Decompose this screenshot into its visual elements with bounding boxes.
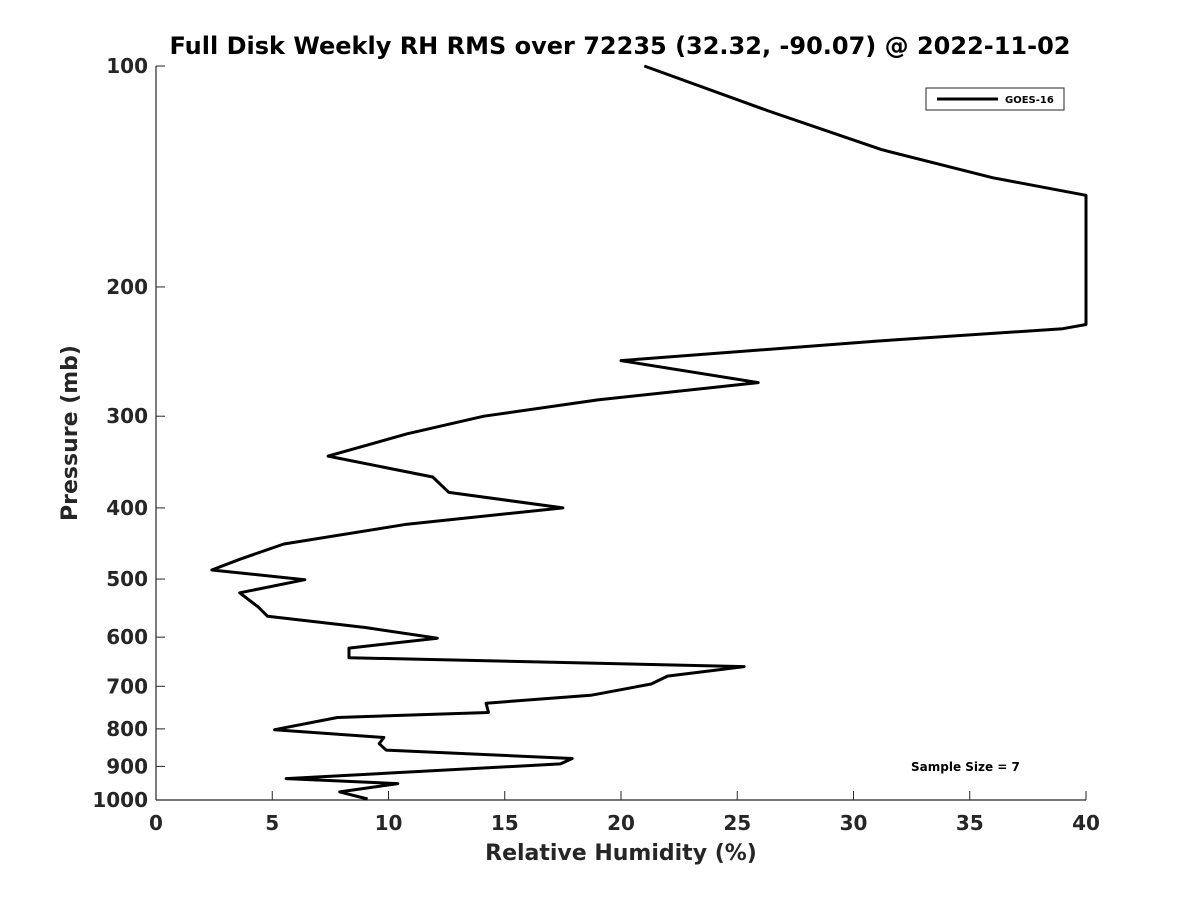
x-tick-label: 10 <box>375 811 403 835</box>
y-tick-label: 600 <box>106 625 148 649</box>
legend-label-goes-16: GOES-16 <box>1005 95 1054 106</box>
chart-title: Full Disk Weekly RH RMS over 72235 (32.3… <box>169 32 1070 60</box>
x-axis-label: Relative Humidity (%) <box>485 841 757 866</box>
x-axis-ticks: 0 5 10 15 20 25 30 35 40 <box>149 791 1100 835</box>
y-tick-label: 200 <box>106 275 148 299</box>
x-tick-label: 35 <box>956 811 984 835</box>
x-tick-label: 40 <box>1072 811 1100 835</box>
y-tick-label: 400 <box>106 496 148 520</box>
series-layer <box>210 64 1088 801</box>
x-tick-label: 15 <box>491 811 519 835</box>
y-tick-label: 1000 <box>92 788 148 812</box>
y-tick-label: 500 <box>106 567 148 591</box>
y-axis-label: Pressure (mb) <box>58 345 83 521</box>
x-tick-label: 30 <box>840 811 868 835</box>
y-tick-label: 700 <box>106 674 148 698</box>
series-line-goes-16 <box>210 64 1088 801</box>
x-tick-label: 5 <box>265 811 279 835</box>
y-tick-label: 100 <box>106 54 148 78</box>
y-tick-label: 300 <box>106 404 148 428</box>
y-tick-label: 800 <box>106 717 148 741</box>
legend: GOES-16 <box>925 87 1065 111</box>
sample-size-annotation: Sample Size = 7 <box>911 760 1020 774</box>
y-axis-ticks: 100 200 300 400 500 600 700 800 900 1000 <box>92 54 165 812</box>
x-tick-label: 0 <box>149 811 163 835</box>
x-tick-label: 20 <box>607 811 635 835</box>
y-tick-label: 900 <box>106 754 148 778</box>
x-tick-label: 25 <box>723 811 751 835</box>
